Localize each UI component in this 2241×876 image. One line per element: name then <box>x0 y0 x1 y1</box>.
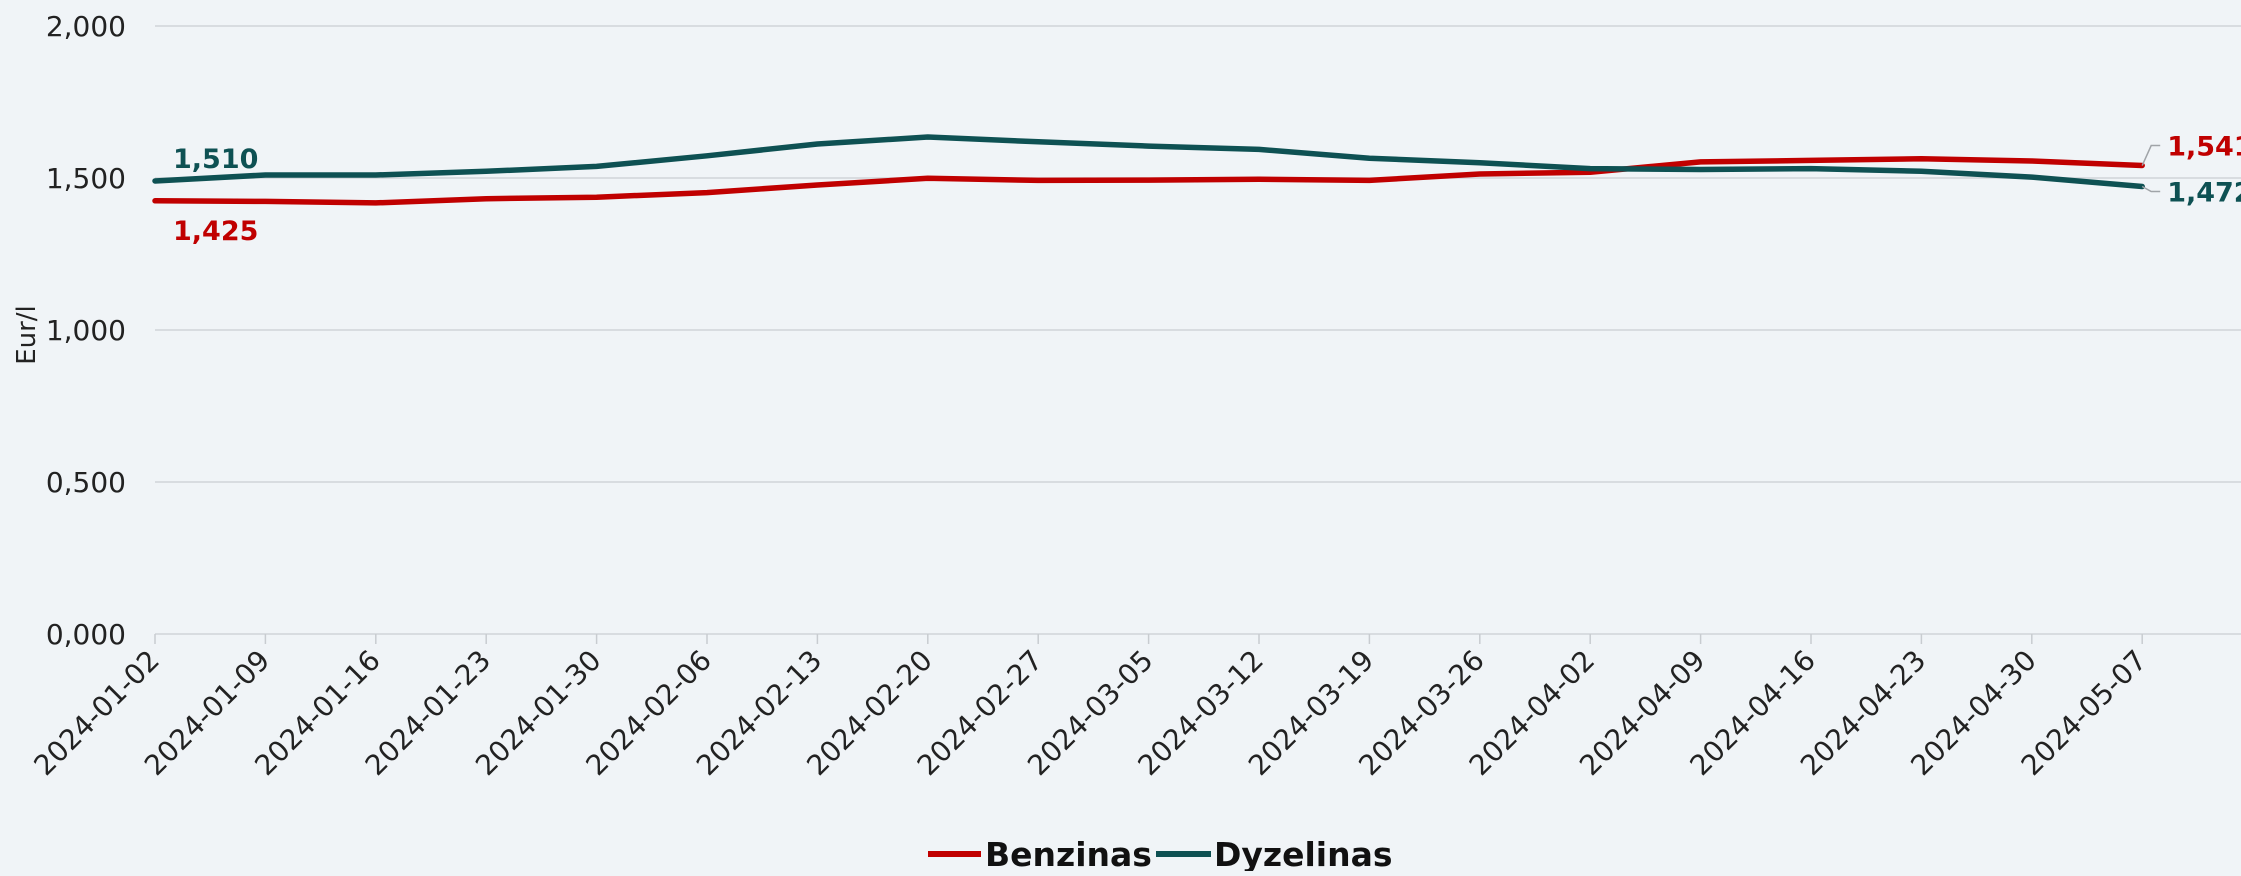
data-label-benzinas-first: 1,425 <box>173 216 258 247</box>
grid-lines <box>155 26 2241 634</box>
legend-label-dyzelinas: Dyzelinas <box>1214 835 1393 871</box>
y-axis-title: Eur/l <box>12 305 42 365</box>
legend: Benzinas Dyzelinas <box>928 835 1393 871</box>
series-lines <box>155 137 2142 203</box>
y-tick-label: 1,000 <box>46 314 126 347</box>
legend-label-benzinas: Benzinas <box>985 835 1152 871</box>
y-tick-label: 1,500 <box>46 162 126 195</box>
y-tick-label: 2,000 <box>46 10 126 43</box>
y-tick-label: 0,500 <box>46 466 126 499</box>
data-label-dyzelinas-last: 1,472 <box>2167 178 2241 209</box>
leader-line-dyzelinas <box>2142 187 2160 192</box>
data-label-dyzelinas-first: 1,510 <box>173 144 258 175</box>
axes: 0,0000,5001,0001,5002,0002024-01-022024-… <box>28 10 2154 782</box>
series-line-benzinas <box>155 159 2142 203</box>
y-tick-label: 0,000 <box>46 618 126 651</box>
data-label-benzinas-last: 1,541 <box>2167 132 2241 163</box>
leader-line-benzinas <box>2142 146 2160 166</box>
